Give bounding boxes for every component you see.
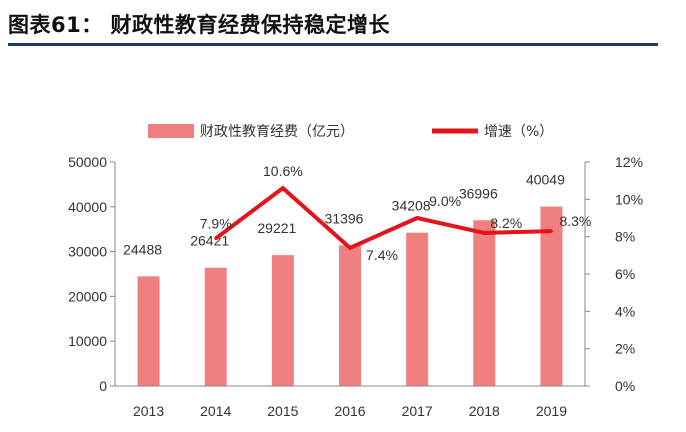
bar-2016 <box>339 245 361 386</box>
bar-2014 <box>204 267 227 386</box>
growth-point-2018 <box>482 231 486 235</box>
left-tick-label: 10000 <box>68 333 107 349</box>
growth-point-2015 <box>281 186 285 190</box>
right-tick-label: 4% <box>615 303 635 319</box>
line-series <box>214 185 553 251</box>
bar-2019 <box>540 206 563 386</box>
growth-value-label: 8.3% <box>559 213 591 229</box>
right-tick-label: 2% <box>615 341 635 357</box>
growth-point-2014 <box>214 237 218 241</box>
x-axis: 2013 2014 2015 2016 2017 2018 2019 <box>115 385 585 419</box>
right-tick-label: 6% <box>615 266 635 282</box>
right-tick-label: 8% <box>615 229 635 245</box>
growth-point-2016 <box>348 246 352 250</box>
bar-value-label: 34208 <box>392 198 431 214</box>
x-tick-label: 2017 <box>402 403 433 419</box>
left-tick-label: 30000 <box>68 244 107 260</box>
left-tick-label: 20000 <box>68 288 107 304</box>
x-tick-label: 2016 <box>334 403 365 419</box>
growth-value-label: 8.2% <box>490 215 522 231</box>
right-tick-label: 12% <box>615 154 643 170</box>
growth-value-label: 7.9% <box>200 216 232 232</box>
left-y-axis: 0 10000 20000 30000 40000 50000 <box>68 154 116 394</box>
growth-value-label: 10.6% <box>263 163 303 179</box>
line-data-labels: 7.9% 10.6% 7.4% 9.0% 8.2% 8.3% <box>200 163 592 263</box>
bar-value-label: 31396 <box>325 210 364 226</box>
growth-value-label: 7.4% <box>366 247 398 263</box>
bar-value-label: 40049 <box>526 172 565 188</box>
x-tick-label: 2013 <box>133 403 164 419</box>
x-tick-label: 2014 <box>200 403 231 419</box>
bar-2018 <box>473 220 496 386</box>
left-tick-label: 0 <box>99 378 107 394</box>
bar-2013 <box>137 276 160 386</box>
bar-value-label: 36996 <box>459 185 498 201</box>
growth-value-label: 9.0% <box>429 193 461 209</box>
bar-value-label: 29221 <box>257 220 296 236</box>
right-y-axis: 0% 2% 4% 6% 8% 10% 12% <box>584 154 643 394</box>
legend-bar-label: 财政性教育经费（亿元） <box>200 124 354 140</box>
bar-2017 <box>406 232 429 386</box>
growth-point-2017 <box>415 216 419 220</box>
left-tick-label: 50000 <box>68 154 107 170</box>
x-tick-label: 2019 <box>536 403 567 419</box>
bar-series <box>137 206 563 386</box>
growth-line <box>214 185 552 251</box>
bar-2015 <box>271 255 294 386</box>
chart-header: 图表61： 财政性教育经费保持稳定增长 <box>0 0 686 46</box>
right-tick-label: 10% <box>615 191 643 207</box>
chart-legend: 财政性教育经费（亿元） 增速（%） <box>148 124 553 140</box>
bar-value-label: 24488 <box>123 241 162 257</box>
legend-line-label: 增速（%） <box>484 124 553 140</box>
left-tick-label: 40000 <box>68 199 107 215</box>
legend-bar-swatch <box>148 124 194 138</box>
figure-title: 图表61： 财政性教育经费保持稳定增长 <box>8 13 391 37</box>
x-tick-label: 2018 <box>469 403 500 419</box>
title-underline <box>8 43 658 46</box>
growth-point-2019 <box>549 229 553 233</box>
right-tick-label: 0% <box>615 378 635 394</box>
x-tick-label: 2015 <box>267 403 298 419</box>
